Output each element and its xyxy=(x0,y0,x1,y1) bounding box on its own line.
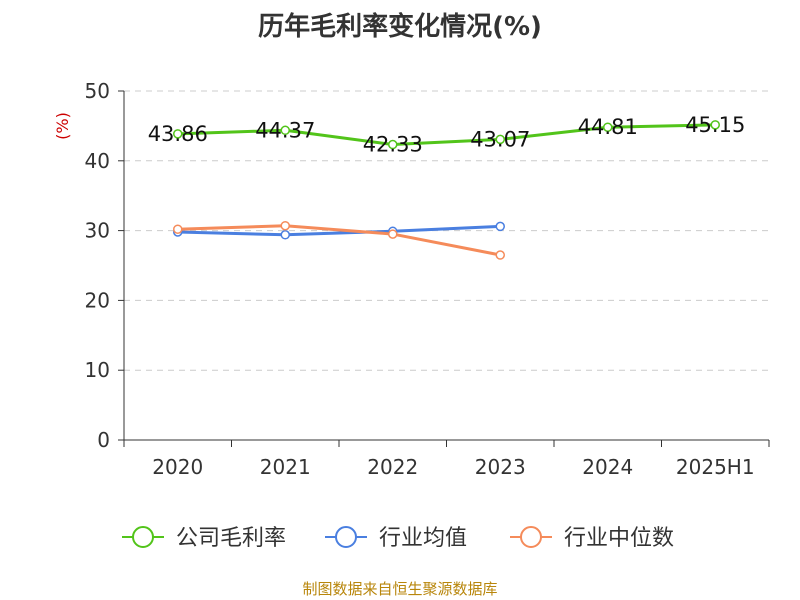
data-point xyxy=(388,139,398,150)
data-point xyxy=(173,129,183,139)
data-point xyxy=(280,220,290,231)
data-label: 44.37 xyxy=(255,118,315,142)
legend-marker xyxy=(520,526,542,548)
data-label: 45.15 xyxy=(685,113,745,137)
data-labels: 43.86 44.37 42.33 43.07 44.81 45.15 xyxy=(148,113,746,157)
legend-label: 行业中位数 xyxy=(564,526,674,551)
legend-label: 公司毛利率 xyxy=(176,526,286,551)
data-point xyxy=(603,122,613,132)
legend-label: 行业均值 xyxy=(379,526,467,551)
x-tick-label: 2022 xyxy=(367,455,418,479)
legend-marker xyxy=(132,526,154,548)
x-tick-label: 2023 xyxy=(475,455,526,479)
chart-title: 历年毛利率变化情况(%) xyxy=(258,12,542,42)
grid-lines xyxy=(124,90,769,371)
data-point xyxy=(280,125,290,136)
series-lines xyxy=(173,120,720,260)
data-label: 44.81 xyxy=(578,115,638,139)
y-tick-label: 10 xyxy=(85,358,110,382)
y-tick-label: 30 xyxy=(85,219,110,243)
y-tick-label: 50 xyxy=(85,79,110,103)
y-axis-label: (%) xyxy=(53,112,72,140)
data-label: 42.33 xyxy=(363,133,423,157)
y-tick-label: 40 xyxy=(85,149,110,173)
data-point xyxy=(495,250,505,260)
source-footer: 制图数据来自恒生聚源数据库 xyxy=(302,580,498,598)
x-tick-label: 2024 xyxy=(582,455,633,479)
data-point xyxy=(173,224,183,234)
data-point xyxy=(495,134,505,145)
legend: 公司毛利率 行业均值 行业中位数 xyxy=(122,526,674,551)
y-tick-label: 20 xyxy=(85,288,110,312)
series-line-0 xyxy=(177,123,716,147)
data-point xyxy=(710,120,720,130)
x-tick-label: 2020 xyxy=(152,455,203,479)
legend-marker xyxy=(335,526,357,548)
y-tick-label: 0 xyxy=(97,428,110,452)
series-line-2 xyxy=(177,224,501,257)
data-label: 43.86 xyxy=(148,122,208,146)
x-tick-label: 2021 xyxy=(260,455,311,479)
data-point xyxy=(388,229,398,239)
axes: 0 10 20 30 40 50 2020 2021 2022 2023 2024 2025H1 xyxy=(85,79,770,479)
series-line-1 xyxy=(177,224,501,237)
x-tick-label: 2025H1 xyxy=(676,455,755,479)
data-point xyxy=(280,230,290,240)
data-point xyxy=(495,221,505,232)
data-label: 43.07 xyxy=(470,127,530,151)
